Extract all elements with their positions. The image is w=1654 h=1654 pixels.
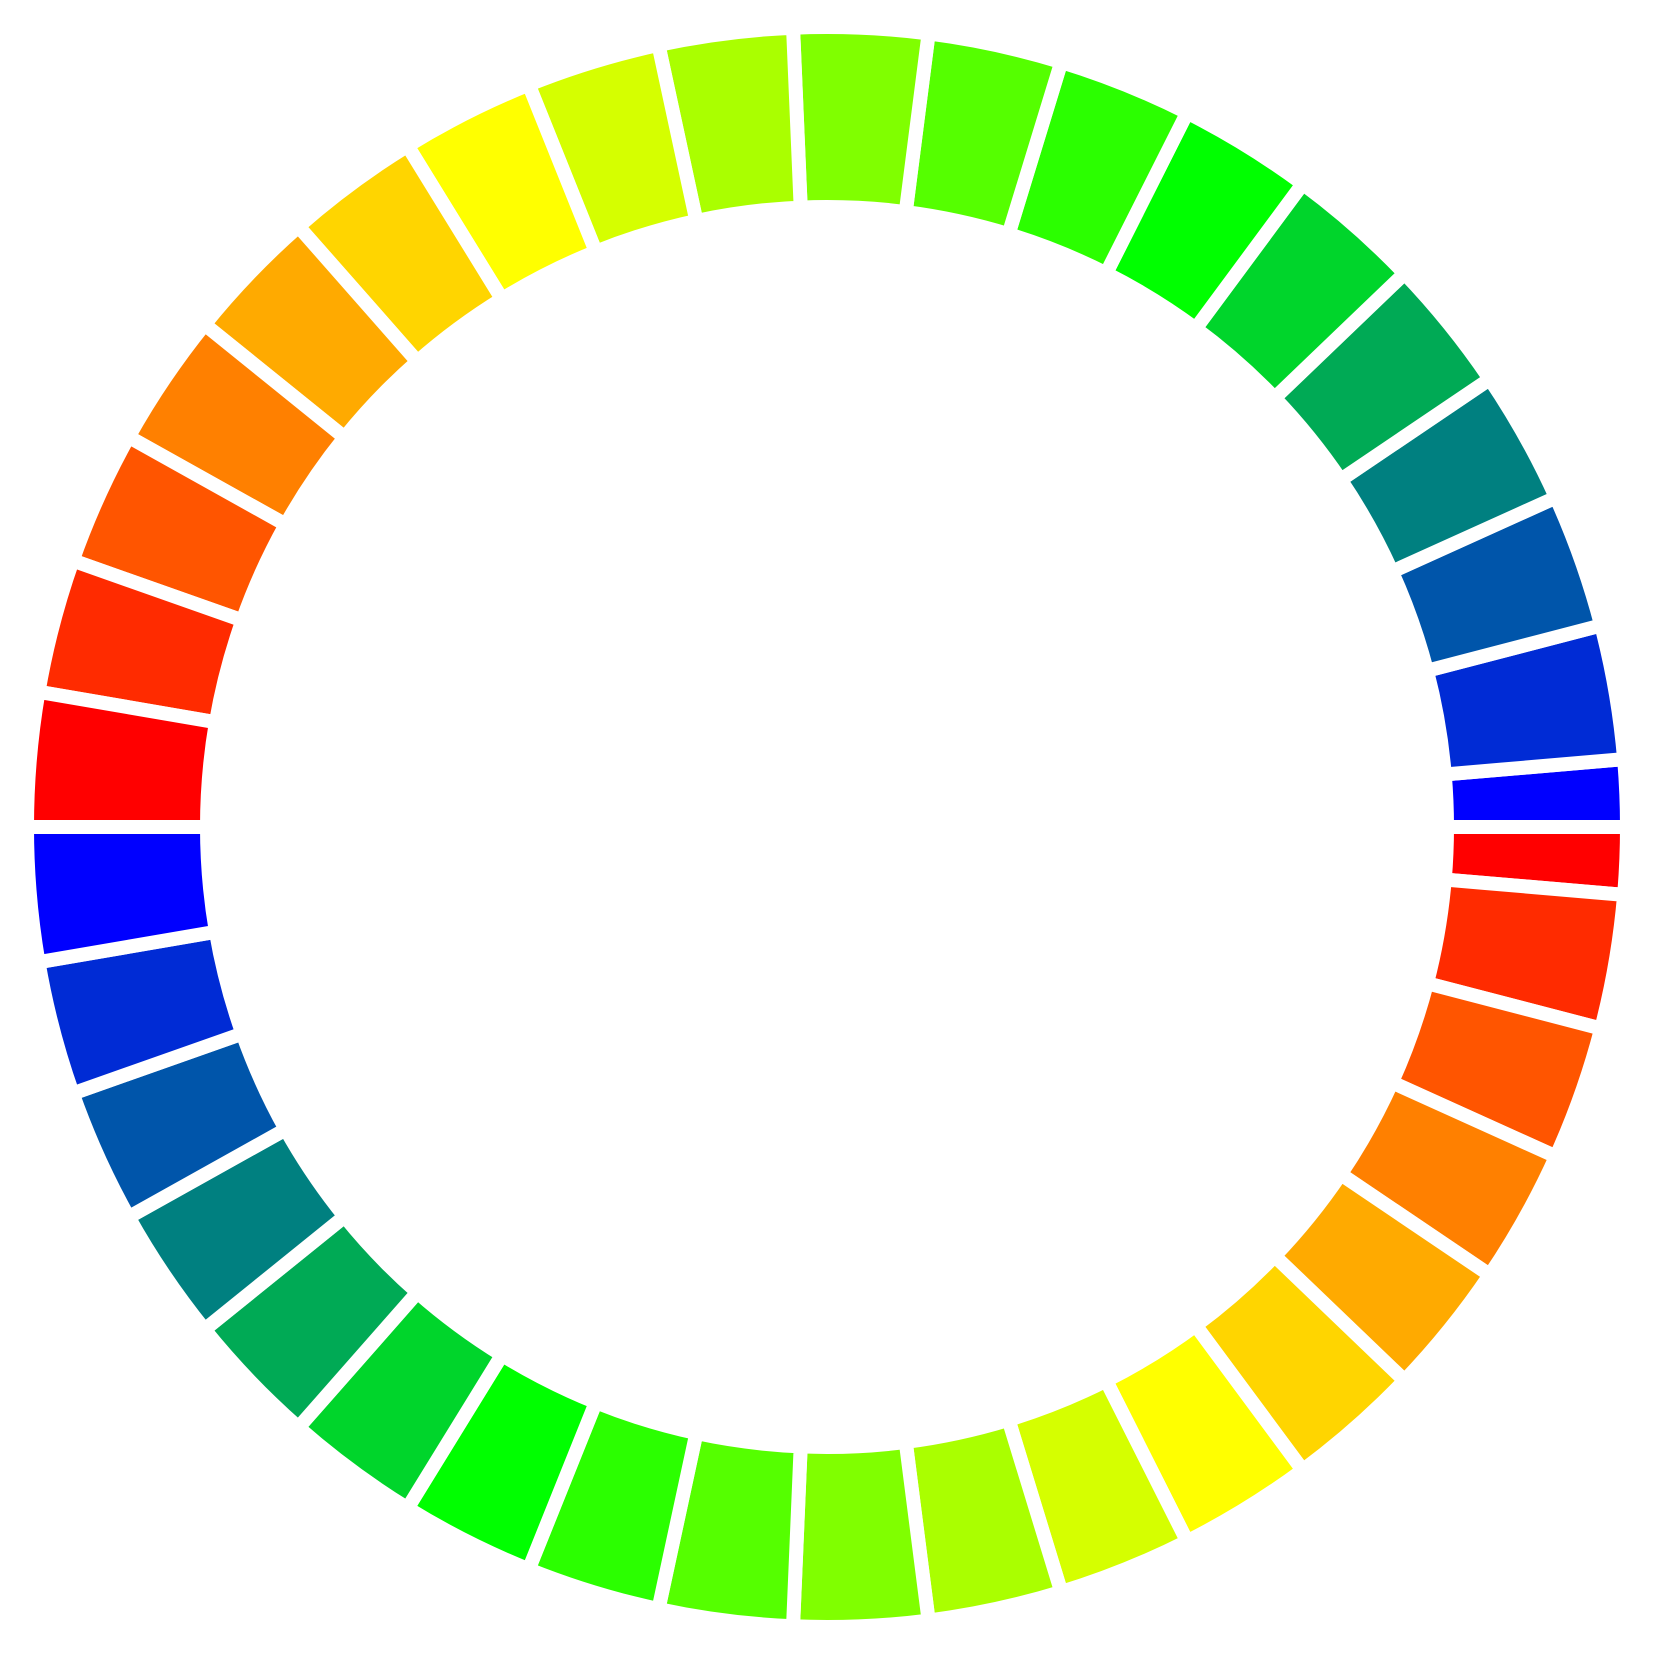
color-segment xyxy=(785,1434,937,1634)
color-segment xyxy=(288,1282,512,1518)
color-segment xyxy=(785,20,937,220)
color-segment xyxy=(119,1119,355,1340)
wheel-center-hole xyxy=(207,207,1447,1447)
color-segment xyxy=(194,1206,428,1438)
color-segment xyxy=(19,683,224,834)
color-segment xyxy=(19,820,224,971)
color-segment xyxy=(30,923,252,1103)
